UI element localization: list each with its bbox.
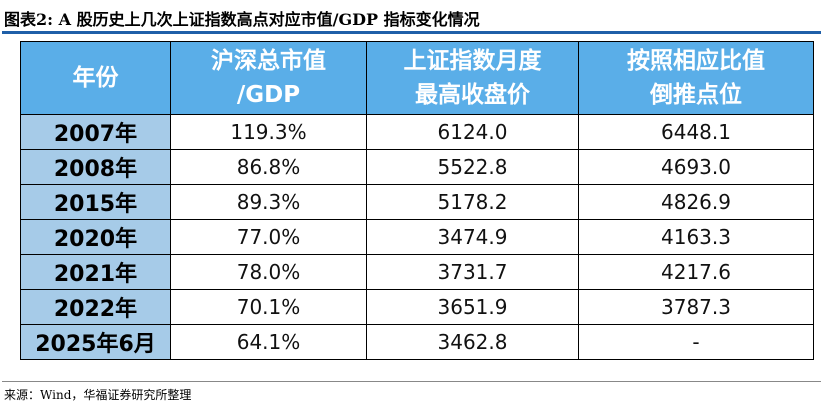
cell-ratio: 70.1% (170, 289, 367, 325)
table-row: 2015年 89.3% 5178.2 4826.9 (20, 184, 814, 220)
cell-close: 3651.9 (366, 289, 579, 325)
header-label: 上证指数月度 (403, 48, 542, 74)
source-note: 来源：Wind，华福证券研究所整理 (4, 388, 192, 402)
table-row: 2021年 78.0% 3731.7 4217.6 (20, 254, 814, 290)
cell-implied: 3787.3 (578, 289, 814, 325)
cell-implied: 4826.9 (578, 184, 814, 220)
cell-implied: 4693.0 (578, 149, 814, 185)
cell-close: 3731.7 (366, 254, 579, 290)
cell-ratio: 119.3% (170, 114, 367, 150)
header-row: 年份 沪深总市值 /GDP 上证指数月度 最高收盘价 按照相应比值 倒推点位 (20, 41, 814, 115)
table-body: 2007年 119.3% 6124.0 6448.1 2008年 86.8% 5… (20, 114, 814, 360)
title-divider (2, 31, 821, 34)
cell-ratio: 89.3% (170, 184, 367, 220)
cell-year: 2020年 (20, 219, 171, 255)
cell-ratio: 86.8% (170, 149, 367, 185)
table-header: 年份 沪深总市值 /GDP 上证指数月度 最高收盘价 按照相应比值 倒推点位 (20, 41, 814, 115)
header-mktcap-gdp: 沪深总市值 /GDP (170, 41, 367, 115)
header-monthly-high-close: 上证指数月度 最高收盘价 (366, 41, 579, 115)
header-label: 沪深总市值 (211, 48, 326, 74)
cell-close: 3474.9 (366, 219, 579, 255)
table-row: 2022年 70.1% 3651.9 3787.3 (20, 289, 814, 325)
table-row: 2025年6月 64.1% 3462.8 - (20, 324, 814, 360)
cell-year: 2025年6月 (20, 324, 171, 360)
cell-year: 2021年 (20, 254, 171, 290)
table-row: 2007年 119.3% 6124.0 6448.1 (20, 114, 814, 150)
cell-year: 2022年 (20, 289, 171, 325)
cell-year: 2007年 (20, 114, 171, 150)
header-year: 年份 (20, 41, 171, 115)
cell-year: 2008年 (20, 149, 171, 185)
figure-title: 图表2: A 股历史上几次上证指数高点对应市值/GDP 指标变化情况 (4, 10, 480, 29)
cell-year: 2015年 (20, 184, 171, 220)
header-label: 年份 (72, 65, 119, 91)
cell-ratio: 77.0% (170, 219, 367, 255)
cell-implied: 4217.6 (578, 254, 814, 290)
cell-close: 3462.8 (366, 324, 579, 360)
cell-close: 5522.8 (366, 149, 579, 185)
header-implied-level: 按照相应比值 倒推点位 (578, 41, 814, 115)
header-label: 按照相应比值 (627, 48, 765, 74)
cell-ratio: 78.0% (170, 254, 367, 290)
source-divider (2, 381, 821, 382)
cell-ratio: 64.1% (170, 324, 367, 360)
cell-close: 5178.2 (366, 184, 579, 220)
table-row: 2020年 77.0% 3474.9 4163.3 (20, 219, 814, 255)
header-label: 最高收盘价 (415, 82, 530, 108)
header-label: /GDP (236, 82, 301, 108)
cell-implied: - (578, 324, 814, 360)
cell-implied: 6448.1 (578, 114, 814, 150)
table-row: 2008年 86.8% 5522.8 4693.0 (20, 149, 814, 185)
cell-close: 6124.0 (366, 114, 579, 150)
cell-implied: 4163.3 (578, 219, 814, 255)
header-label: 倒推点位 (650, 82, 742, 108)
data-table: 年份 沪深总市值 /GDP 上证指数月度 最高收盘价 按照相应比值 倒推点位 2… (20, 41, 814, 360)
